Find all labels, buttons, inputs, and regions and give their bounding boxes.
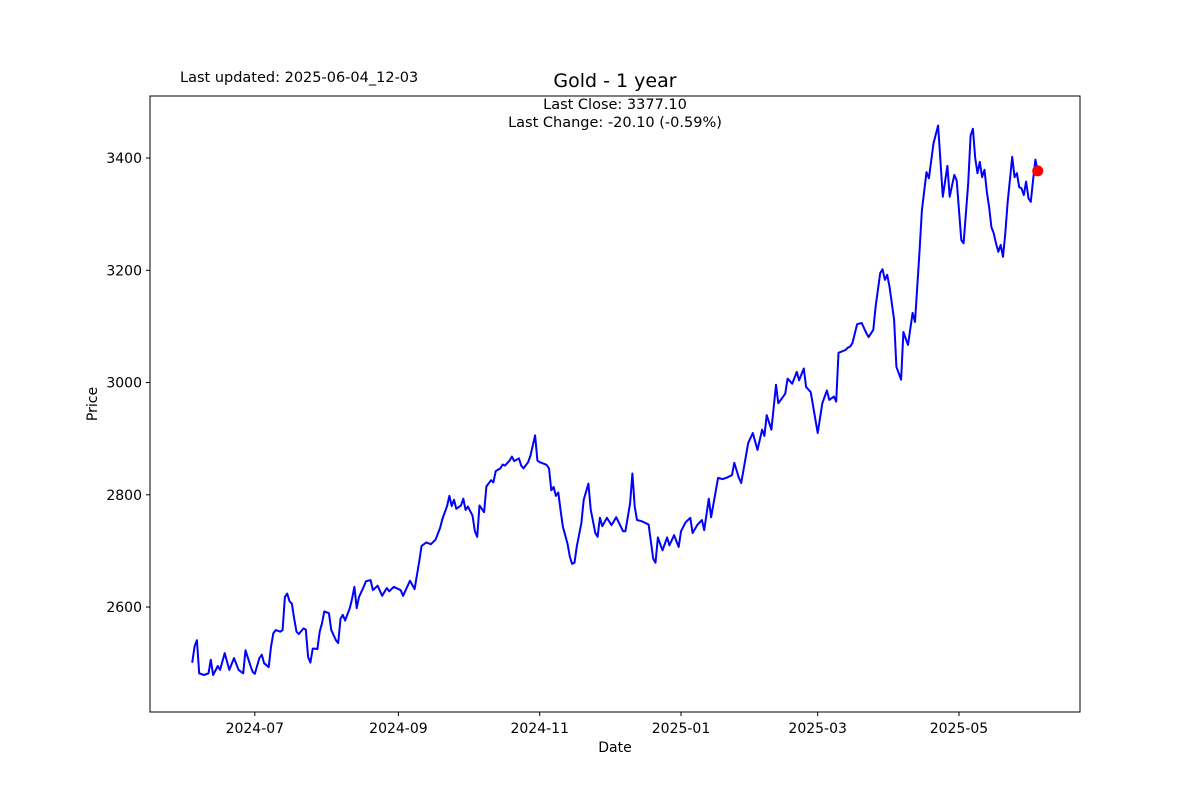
last-updated-text: Last updated: 2025-06-04_12-03 bbox=[180, 70, 419, 86]
y-tick-label: 3000 bbox=[106, 376, 142, 392]
last-change-text: Last Change: -20.10 (-0.59%) bbox=[508, 114, 722, 131]
x-axis-label: Date bbox=[598, 740, 632, 756]
y-tick-label: 3200 bbox=[106, 263, 142, 279]
last-close-text: Last Close: 3377.10 bbox=[543, 97, 687, 113]
x-tick-label: 2024-11 bbox=[510, 721, 569, 737]
x-tick-label: 2025-01 bbox=[652, 721, 711, 737]
chart-subtitle: Last Close: 3377.10 Last Change: -20.10 (… bbox=[0, 97, 1200, 132]
last-close-marker-icon bbox=[1032, 165, 1044, 177]
axes-frame bbox=[149, 95, 1081, 713]
price-line bbox=[191, 124, 1039, 676]
y-tick-label: 3400 bbox=[106, 151, 142, 167]
x-tick-label: 2025-03 bbox=[788, 721, 847, 737]
y-tick-label: 2600 bbox=[106, 600, 142, 616]
x-tick-label: 2024-07 bbox=[226, 721, 285, 737]
y-tick-label: 2800 bbox=[106, 488, 142, 504]
page-title: Gold - 1 year bbox=[553, 70, 677, 92]
x-tick-label: 2024-09 bbox=[369, 721, 428, 737]
x-tick-label: 2025-05 bbox=[930, 721, 989, 737]
